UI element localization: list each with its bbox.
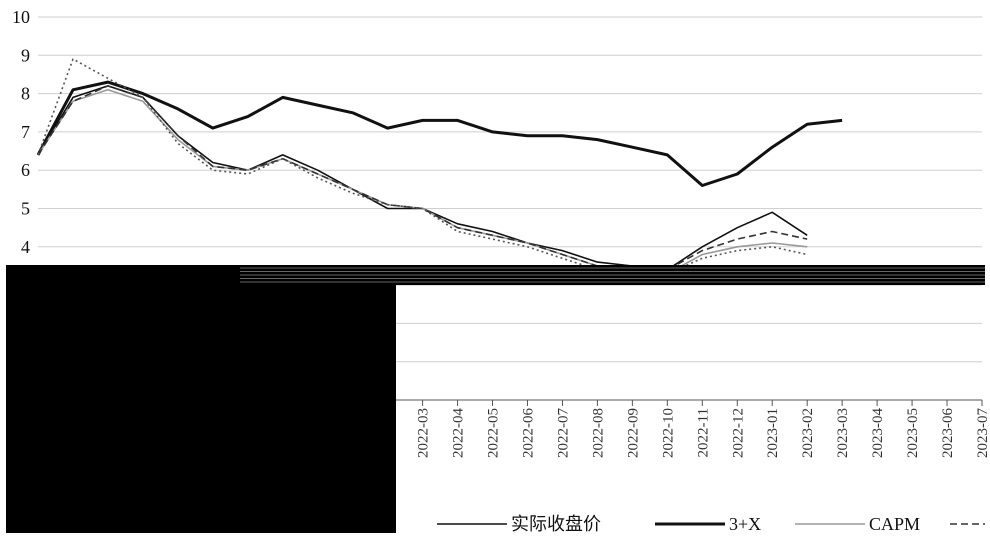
x-tick-label: 2023-06 xyxy=(940,408,956,458)
y-tick-label: 6 xyxy=(21,160,30,180)
x-tick-label: 2023-04 xyxy=(870,408,886,458)
x-tick-label: 2023-02 xyxy=(800,408,816,458)
x-tick-label: 2023-01 xyxy=(765,408,781,458)
y-tick-label: 9 xyxy=(21,45,30,65)
legend-label: CAPM xyxy=(869,514,920,534)
x-tick-label: 2022-10 xyxy=(660,408,676,458)
series-line xyxy=(36,80,843,187)
x-tick-label: 2022-07 xyxy=(555,408,571,458)
x-tick-label: 2022-03 xyxy=(416,408,432,458)
series-line xyxy=(37,58,808,275)
legend-label: 实际收盘价 xyxy=(511,514,601,534)
x-tick-label: 2022-12 xyxy=(730,408,746,458)
y-tick-label: 7 xyxy=(21,122,30,142)
x-tick-label: 2022-06 xyxy=(520,408,536,458)
x-tick-label: 2022-09 xyxy=(625,408,641,458)
x-tick-label: 2022-04 xyxy=(451,408,467,458)
y-tick-label: 4 xyxy=(21,237,30,257)
series-line xyxy=(37,89,808,275)
occlusion-block xyxy=(6,265,396,533)
x-tick-label: 2023-05 xyxy=(905,408,921,458)
series-line xyxy=(37,85,808,271)
series-lines xyxy=(36,58,843,275)
y-tick-label: 10 xyxy=(12,7,30,27)
x-tick-label: 2022-11 xyxy=(695,408,711,457)
x-tick-label: 2023-03 xyxy=(835,408,851,458)
y-tick-label: 5 xyxy=(21,199,30,219)
x-tick-label: 2022-08 xyxy=(590,408,606,458)
black-occlusion-panel xyxy=(6,265,985,533)
y-tick-label: 8 xyxy=(21,84,30,104)
x-tick-label: 2023-07 xyxy=(975,408,990,458)
legend: 实际收盘价 3+X CAPM xyxy=(437,514,985,534)
legend-label: 3+X xyxy=(729,514,761,534)
x-tick-label: 2022-05 xyxy=(486,408,502,458)
